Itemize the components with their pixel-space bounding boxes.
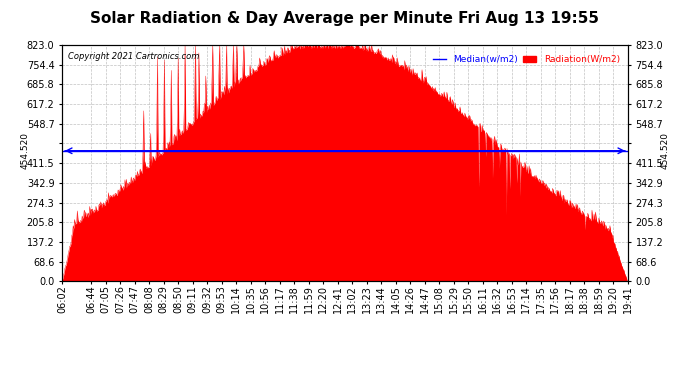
Text: Copyright 2021 Cartronics.com: Copyright 2021 Cartronics.com: [68, 52, 199, 61]
Text: Solar Radiation & Day Average per Minute Fri Aug 13 19:55: Solar Radiation & Day Average per Minute…: [90, 11, 600, 26]
Text: 454.520: 454.520: [660, 132, 669, 169]
Text: 454.520: 454.520: [21, 132, 30, 169]
Legend: Median(w/m2), Radiation(W/m2): Median(w/m2), Radiation(W/m2): [429, 52, 623, 68]
